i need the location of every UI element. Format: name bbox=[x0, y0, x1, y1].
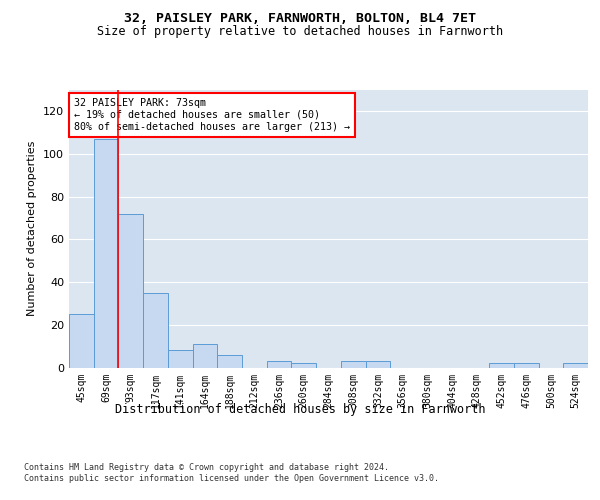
Text: Contains HM Land Registry data © Crown copyright and database right 2024.: Contains HM Land Registry data © Crown c… bbox=[24, 462, 389, 471]
Text: 32, PAISLEY PARK, FARNWORTH, BOLTON, BL4 7ET: 32, PAISLEY PARK, FARNWORTH, BOLTON, BL4… bbox=[124, 12, 476, 26]
Bar bbox=[489, 363, 514, 368]
Bar bbox=[563, 363, 588, 368]
Bar bbox=[365, 361, 390, 368]
Bar bbox=[193, 344, 217, 368]
Bar bbox=[118, 214, 143, 368]
Bar bbox=[292, 363, 316, 368]
Y-axis label: Number of detached properties: Number of detached properties bbox=[28, 141, 37, 316]
Text: Contains public sector information licensed under the Open Government Licence v3: Contains public sector information licen… bbox=[24, 474, 439, 483]
Bar bbox=[94, 139, 118, 368]
Bar bbox=[168, 350, 193, 368]
Bar bbox=[341, 361, 365, 368]
Bar bbox=[69, 314, 94, 368]
Bar bbox=[267, 361, 292, 368]
Bar bbox=[143, 293, 168, 368]
Text: Size of property relative to detached houses in Farnworth: Size of property relative to detached ho… bbox=[97, 25, 503, 38]
Bar bbox=[514, 363, 539, 368]
Text: 32 PAISLEY PARK: 73sqm
← 19% of detached houses are smaller (50)
80% of semi-det: 32 PAISLEY PARK: 73sqm ← 19% of detached… bbox=[74, 98, 350, 132]
Bar bbox=[217, 354, 242, 368]
Text: Distribution of detached houses by size in Farnworth: Distribution of detached houses by size … bbox=[115, 402, 485, 415]
